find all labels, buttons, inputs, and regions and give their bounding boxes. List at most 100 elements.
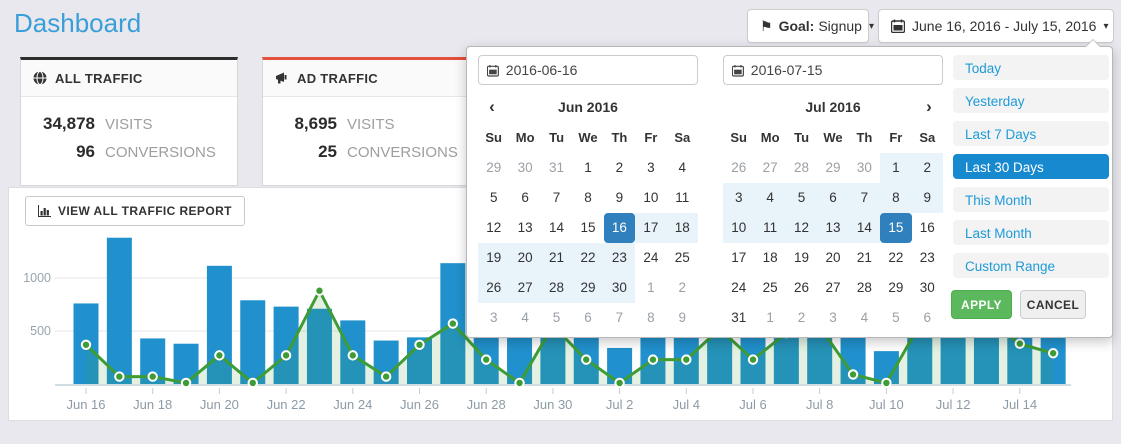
calendar-day[interactable]: 3 [723, 183, 755, 213]
calendar-day[interactable]: 31 [549, 160, 565, 175]
calendar-day[interactable]: 1 [880, 153, 912, 183]
calendar-day[interactable]: 16 [603, 213, 636, 243]
calendar-day[interactable]: 22 [572, 243, 604, 273]
calendar-day[interactable]: 7 [615, 310, 624, 325]
calendar-day[interactable]: 23 [919, 250, 935, 265]
preset-last-month[interactable]: Last Month [953, 220, 1109, 245]
calendar-day[interactable]: 1 [584, 160, 592, 175]
preset-custom-range[interactable]: Custom Range [953, 253, 1109, 278]
calendar-day[interactable]: 3 [647, 160, 655, 175]
calendar-day[interactable]: 9 [678, 310, 687, 325]
calendar-day[interactable]: 21 [856, 250, 872, 265]
calendar-day[interactable]: 2 [797, 310, 806, 325]
calendar-day[interactable]: 6 [521, 190, 529, 205]
calendar-day[interactable]: 9 [911, 183, 943, 213]
calendar-day[interactable]: 13 [817, 213, 849, 243]
calendar-day[interactable]: 8 [880, 183, 912, 213]
calendar-day[interactable]: 8 [647, 310, 655, 325]
calendar-day[interactable]: 7 [848, 183, 881, 213]
calendar-day[interactable]: 28 [540, 273, 573, 303]
calendar-day[interactable]: 5 [552, 310, 561, 325]
calendar-day[interactable]: 5 [785, 183, 818, 213]
calendar-day[interactable]: 20 [509, 243, 541, 273]
calendar-day[interactable]: 28 [856, 280, 872, 295]
date-range-button[interactable]: June 16, 2016 - July 15, 2016 ▾ [878, 9, 1114, 43]
preset-yesterday[interactable]: Yesterday [953, 88, 1109, 113]
calendar-day[interactable]: 20 [825, 250, 841, 265]
calendar-day[interactable]: 23 [603, 243, 636, 273]
calendar-day[interactable]: 1 [766, 310, 774, 325]
calendar-day[interactable]: 30 [517, 160, 533, 175]
calendar-day[interactable]: 6 [923, 310, 932, 325]
calendar-day[interactable]: 3 [829, 310, 837, 325]
end-date-input[interactable] [750, 62, 934, 78]
calendar-day[interactable]: 29 [486, 160, 502, 175]
calendar-day[interactable]: 9 [615, 190, 624, 205]
calendar-day[interactable]: 22 [888, 250, 904, 265]
calendar-day[interactable]: 1 [647, 280, 655, 295]
preset-last-30-days[interactable]: Last 30 Days [953, 154, 1109, 179]
calendar-day[interactable]: 5 [489, 190, 498, 205]
calendar-day[interactable]: 2 [615, 160, 624, 175]
calendar-day[interactable]: 6 [817, 183, 849, 213]
calendar-day[interactable]: 27 [509, 273, 541, 303]
apply-button[interactable]: APPLY [951, 290, 1012, 319]
cancel-button[interactable]: CANCEL [1020, 290, 1086, 319]
start-date-input[interactable] [505, 62, 689, 78]
calendar-day[interactable]: 17 [731, 250, 747, 265]
calendar-day[interactable]: 10 [723, 213, 755, 243]
calendar-day[interactable]: 19 [478, 243, 510, 273]
calendar-day[interactable]: 21 [540, 243, 573, 273]
calendar-day[interactable]: 2 [678, 280, 687, 295]
calendar-day[interactable]: 12 [785, 213, 818, 243]
calendar-day[interactable]: 29 [572, 273, 604, 303]
calendar-day[interactable]: 2 [911, 153, 943, 183]
calendar-day[interactable]: 30 [856, 160, 872, 175]
calendar-day[interactable]: 29 [888, 280, 904, 295]
view-all-traffic-report-button[interactable]: VIEW ALL TRAFFIC REPORT [25, 196, 245, 226]
calendar-day[interactable]: 18 [666, 213, 698, 243]
calendar-day[interactable]: 15 [580, 220, 596, 235]
calendar-day[interactable]: 18 [762, 250, 778, 265]
calendar-day[interactable]: 14 [549, 220, 565, 235]
calendar-day[interactable]: 5 [892, 310, 900, 325]
calendar-day[interactable]: 4 [754, 183, 786, 213]
next-month-icon[interactable]: › [926, 97, 932, 116]
calendar-day[interactable]: 12 [486, 220, 502, 235]
calendar-day[interactable]: 10 [643, 190, 659, 205]
calendar-day[interactable]: 14 [848, 213, 881, 243]
calendar-day[interactable]: 24 [731, 280, 747, 295]
goal-selector-button[interactable]: ⚑ Goal: Signup ▾ [747, 9, 874, 43]
calendar-day[interactable]: 27 [762, 160, 778, 175]
calendar-day[interactable]: 25 [674, 250, 690, 265]
calendar-day[interactable]: 15 [880, 213, 912, 243]
calendar-day[interactable]: 30 [603, 273, 636, 303]
calendar-day[interactable]: 3 [489, 310, 498, 325]
calendar-day[interactable]: 25 [762, 280, 778, 295]
prev-month-icon[interactable]: ‹ [489, 97, 495, 116]
calendar-day[interactable]: 30 [919, 280, 935, 295]
calendar-day[interactable]: 26 [478, 273, 510, 303]
preset-last-7-days[interactable]: Last 7 Days [953, 121, 1109, 146]
preset-this-month[interactable]: This Month [953, 187, 1109, 212]
calendar-day[interactable]: 28 [794, 160, 810, 175]
calendar-day[interactable]: 31 [731, 310, 747, 325]
preset-today[interactable]: Today [953, 55, 1109, 80]
calendar-day[interactable]: 13 [517, 220, 533, 235]
calendar-day[interactable]: 17 [635, 213, 667, 243]
calendar-day[interactable]: 7 [552, 190, 561, 205]
calendar-day[interactable]: 8 [584, 190, 592, 205]
calendar-day[interactable]: 4 [678, 160, 687, 175]
calendar-day[interactable]: 11 [675, 190, 690, 205]
calendar-day[interactable]: 4 [860, 310, 869, 325]
calendar-day[interactable]: 6 [584, 310, 592, 325]
calendar-day[interactable]: 26 [731, 160, 747, 175]
calendar-day[interactable]: 27 [825, 280, 841, 295]
calendar-day[interactable]: 26 [794, 280, 810, 295]
calendar-day[interactable]: 16 [919, 220, 935, 235]
calendar-day[interactable]: 4 [521, 310, 529, 325]
calendar-day[interactable]: 29 [825, 160, 841, 175]
calendar-day[interactable]: 24 [643, 250, 659, 265]
calendar-day[interactable]: 19 [794, 250, 810, 265]
calendar-day[interactable]: 11 [754, 213, 786, 243]
